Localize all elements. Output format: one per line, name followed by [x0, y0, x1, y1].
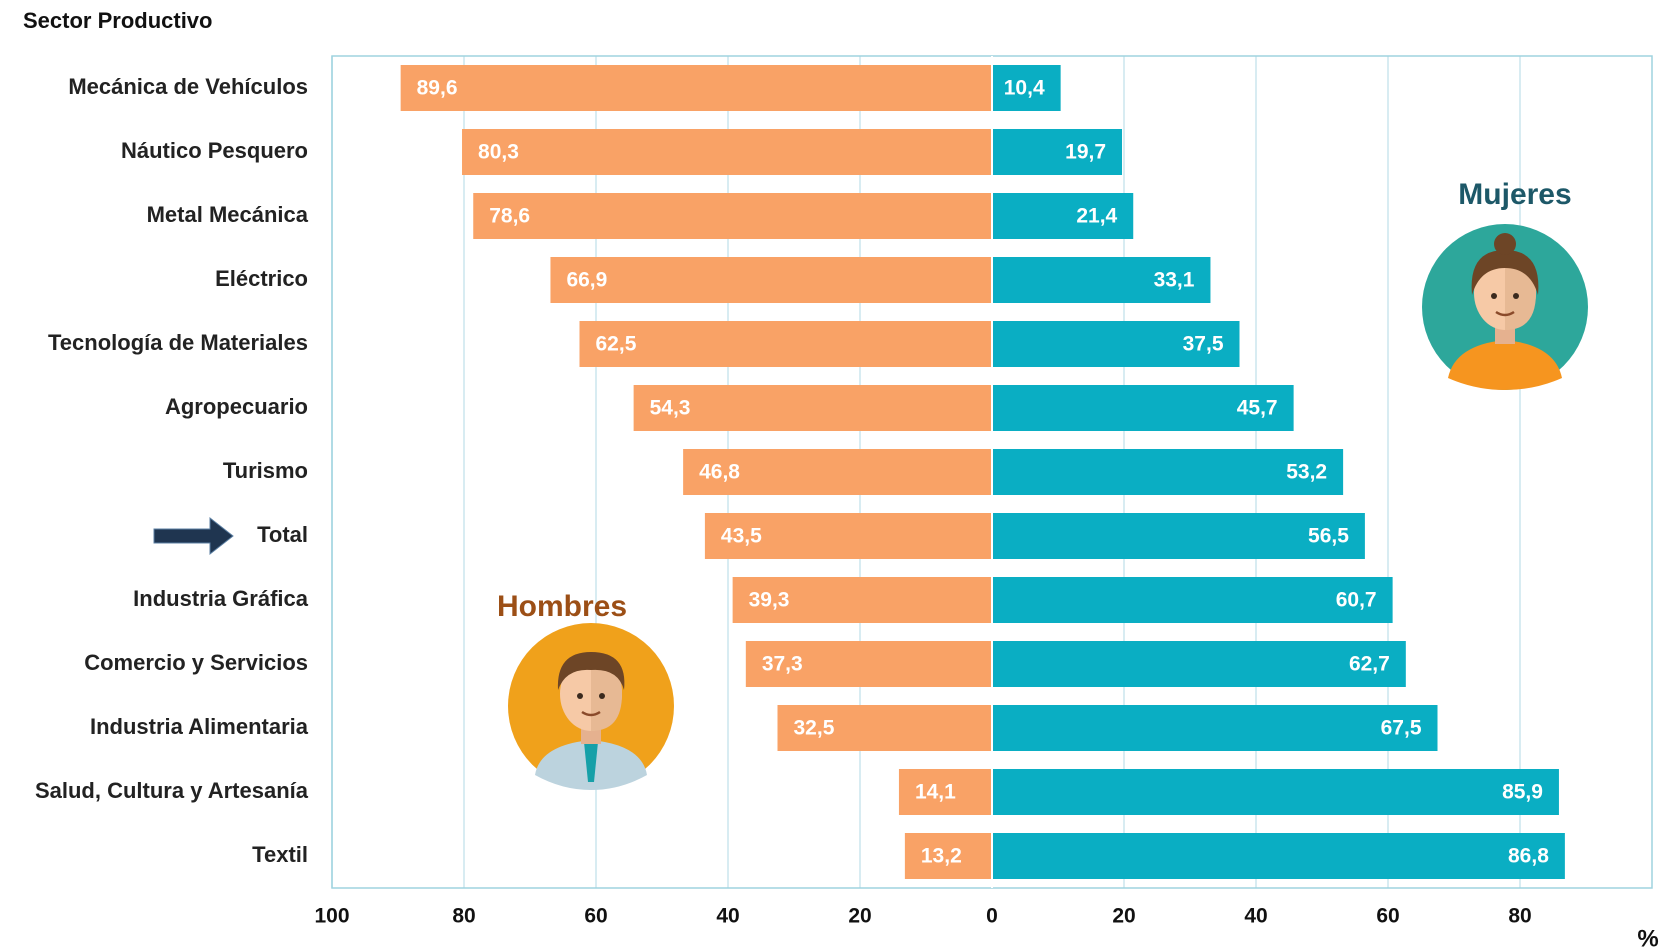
value-label: 10,4 [1004, 77, 1045, 100]
category-label: Agropecuario [165, 394, 308, 419]
chart-title: Sector Productivo [23, 8, 212, 33]
category-label: Náutico Pesquero [121, 138, 308, 163]
category-label: Turismo [223, 458, 308, 483]
x-tick-label: 20 [1112, 905, 1135, 928]
category-label: Metal Mecánica [147, 202, 309, 227]
value-label: 43,5 [721, 525, 762, 548]
bar [473, 193, 992, 239]
category-label: Mecánica de Vehículos [68, 74, 308, 99]
value-label: 37,3 [762, 653, 803, 676]
bar [579, 321, 992, 367]
bar [992, 705, 1438, 751]
woman-icon [1422, 224, 1588, 390]
bar [992, 257, 1211, 303]
bar [992, 577, 1393, 623]
bar [683, 449, 992, 495]
bar [992, 449, 1344, 495]
value-label: 45,7 [1237, 397, 1278, 420]
value-label: 54,3 [650, 397, 691, 420]
bar [777, 705, 992, 751]
value-label: 46,8 [699, 461, 740, 484]
value-label: 37,5 [1183, 333, 1224, 356]
x-tick-label: 20 [848, 905, 871, 928]
bar [745, 641, 992, 687]
value-label: 56,5 [1308, 525, 1349, 548]
arrow-icon [153, 516, 234, 556]
category-label: Industria Gráfica [133, 586, 309, 611]
legend-label: Hombres [497, 590, 627, 623]
bar [992, 193, 1134, 239]
bar [992, 513, 1365, 559]
bar [992, 321, 1240, 367]
bar [992, 641, 1406, 687]
category-label: Comercio y Servicios [84, 650, 308, 675]
man-icon [508, 623, 674, 790]
value-label: 53,2 [1286, 461, 1327, 484]
bar [992, 65, 1061, 111]
value-label: 33,1 [1154, 269, 1195, 292]
x-tick-label: 40 [716, 905, 739, 928]
x-tick-label: 0 [986, 905, 998, 928]
bar [992, 769, 1559, 815]
bar [732, 577, 992, 623]
category-label: Salud, Cultura y Artesanía [35, 778, 309, 803]
bar [992, 833, 1565, 879]
value-label: 32,5 [794, 717, 835, 740]
value-label: 67,5 [1381, 717, 1422, 740]
bar [992, 129, 1123, 175]
value-label: 39,3 [749, 589, 790, 612]
bar [550, 257, 992, 303]
value-label: 14,1 [915, 781, 956, 804]
bar [704, 513, 992, 559]
bar [992, 385, 1294, 431]
value-label: 66,9 [566, 269, 607, 292]
value-label: 85,9 [1502, 781, 1543, 804]
value-label: 80,3 [478, 141, 519, 164]
bars: 89,6 80,3 78,6 66,9 62,5 54,3 46,8 43,5 39,3 37,3… [400, 56, 1565, 888]
x-axis-label: % [1637, 925, 1658, 951]
x-tick-label: 40 [1244, 905, 1267, 928]
value-label: 78,6 [489, 205, 530, 228]
category-label: Industria Alimentaria [90, 714, 309, 739]
value-label: 21,4 [1076, 205, 1117, 228]
x-tick-label: 80 [452, 905, 475, 928]
bar [633, 385, 992, 431]
value-label: 89,6 [417, 77, 458, 100]
value-label: 13,2 [921, 845, 962, 868]
value-label: 86,8 [1508, 845, 1549, 868]
category-label: Eléctrico [215, 266, 308, 291]
category-label: Tecnología de Materiales [48, 330, 308, 355]
value-label: 62,5 [596, 333, 637, 356]
bar [904, 833, 992, 879]
x-tick-label: 60 [1376, 905, 1399, 928]
x-tick-label: 100 [314, 905, 349, 928]
bar [400, 65, 992, 111]
bar [898, 769, 992, 815]
bar [462, 129, 992, 175]
value-label: 19,7 [1065, 141, 1106, 164]
x-tick-label: 80 [1508, 905, 1531, 928]
category-label: Total [257, 522, 308, 547]
category-label: Textil [252, 842, 308, 867]
value-label: 62,7 [1349, 653, 1390, 676]
x-tick-label: 60 [584, 905, 607, 928]
legend-label: Mujeres [1458, 178, 1571, 211]
value-label: 60,7 [1336, 589, 1377, 612]
